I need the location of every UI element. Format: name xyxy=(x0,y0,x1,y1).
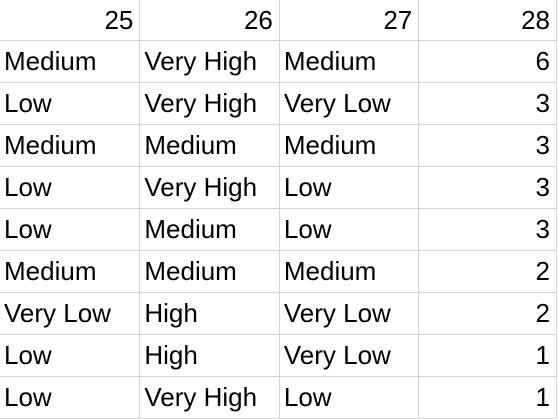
table-cell[interactable]: Medium xyxy=(278,250,420,293)
table-cell[interactable]: Very Low xyxy=(278,292,420,335)
table-row: Medium Medium Medium 3 xyxy=(0,124,557,167)
table-row: Medium Very High Medium 6 xyxy=(0,40,557,83)
table-cell[interactable]: 1 xyxy=(418,376,557,419)
table-row: Low High Very Low 1 xyxy=(0,334,557,377)
table-row: Low Very High Very Low 3 xyxy=(0,82,557,125)
table-cell[interactable]: Medium xyxy=(0,124,141,167)
table-cell[interactable]: 1 xyxy=(418,334,557,377)
table-cell[interactable]: Very High xyxy=(139,376,280,419)
table-cell[interactable]: Medium xyxy=(0,40,141,83)
table-cell[interactable]: 3 xyxy=(418,82,557,125)
table-row: Low Very High Low 3 xyxy=(0,166,557,209)
table-cell[interactable]: Medium xyxy=(278,40,420,83)
table-cell[interactable]: Very High xyxy=(139,40,280,83)
table-cell[interactable]: Low xyxy=(0,166,141,209)
table-cell[interactable]: Low xyxy=(278,166,420,209)
table-cell[interactable]: Very Low xyxy=(278,334,420,377)
table-cell[interactable]: Low xyxy=(278,376,420,419)
table-cell[interactable]: Medium xyxy=(0,250,141,293)
table-cell[interactable]: 2 xyxy=(418,292,557,335)
table-cell[interactable]: Low xyxy=(0,82,141,125)
table-cell[interactable]: High xyxy=(139,334,280,377)
table-cell[interactable]: 3 xyxy=(418,124,557,167)
table-cell[interactable]: Medium xyxy=(139,250,280,293)
table-cell[interactable]: Medium xyxy=(278,124,420,167)
table-cell[interactable]: Low xyxy=(0,208,141,251)
header-row: 25 26 27 28 xyxy=(0,0,557,41)
header-cell-27[interactable]: 27 xyxy=(278,0,420,41)
table-row: Medium Medium Medium 2 xyxy=(0,250,557,293)
table-cell[interactable]: 3 xyxy=(418,208,557,251)
header-cell-26[interactable]: 26 xyxy=(139,0,280,41)
table-row: Very Low High Very Low 2 xyxy=(0,292,557,335)
table-cell[interactable]: Medium xyxy=(139,124,280,167)
table-row: Low Very High Low 1 xyxy=(0,376,557,419)
table-row: Low Medium Low 3 xyxy=(0,208,557,251)
table-cell[interactable]: Low xyxy=(0,334,141,377)
table-cell[interactable]: Very High xyxy=(139,82,280,125)
table-cell[interactable]: Low xyxy=(278,208,420,251)
table-cell[interactable]: Low xyxy=(0,376,141,419)
table-cell[interactable]: Very High xyxy=(139,166,280,209)
table-cell[interactable]: 2 xyxy=(418,250,557,293)
table-cell[interactable]: Very Low xyxy=(278,82,420,125)
table-cell[interactable]: Medium xyxy=(139,208,280,251)
table-cell[interactable]: High xyxy=(139,292,280,335)
table-cell[interactable]: Very Low xyxy=(0,292,141,335)
header-cell-28[interactable]: 28 xyxy=(418,0,557,41)
table-cell[interactable]: 6 xyxy=(418,40,557,83)
header-cell-25[interactable]: 25 xyxy=(0,0,141,41)
table-cell[interactable]: 3 xyxy=(418,166,557,209)
